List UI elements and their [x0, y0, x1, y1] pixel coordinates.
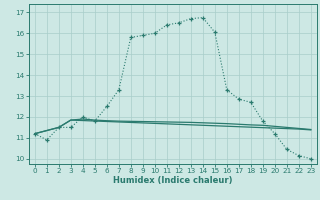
X-axis label: Humidex (Indice chaleur): Humidex (Indice chaleur) — [113, 176, 233, 185]
